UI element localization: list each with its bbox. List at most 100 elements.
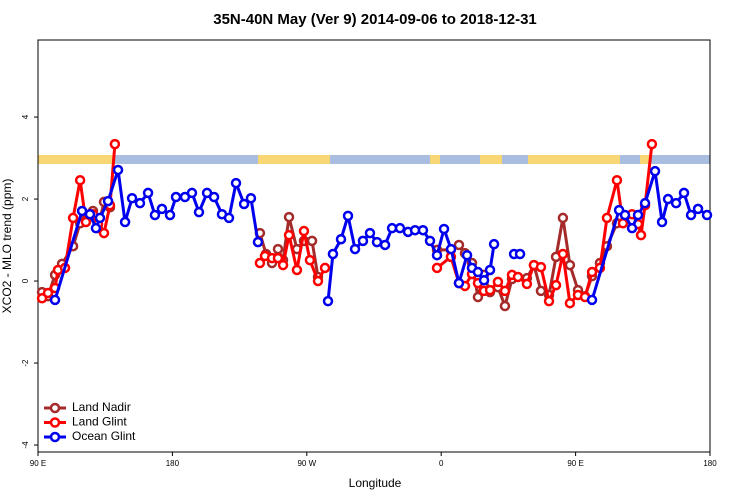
data-point — [134, 197, 146, 209]
data-point — [438, 223, 450, 235]
data-point — [424, 235, 436, 247]
data-point — [164, 209, 176, 221]
x-tick-label: 180 — [703, 459, 717, 468]
legend-marker — [49, 431, 61, 443]
data-point — [272, 252, 284, 264]
data-point — [245, 192, 257, 204]
legend-marker — [49, 417, 61, 428]
y-tick-label: 4 — [21, 114, 30, 119]
data-point — [149, 209, 161, 221]
data-point — [461, 249, 473, 261]
data-point — [564, 259, 576, 271]
land-band — [430, 155, 440, 164]
data-point — [49, 294, 61, 306]
legend-marker — [49, 402, 61, 414]
data-point — [90, 222, 102, 234]
data-point — [42, 287, 54, 299]
data-point — [619, 209, 631, 221]
data-point — [291, 264, 303, 276]
data-point — [492, 276, 504, 288]
series-line — [53, 168, 708, 302]
data-point — [319, 262, 331, 274]
data-point — [453, 277, 465, 289]
data-point — [512, 271, 524, 283]
y-tick-label: 2 — [21, 196, 30, 201]
data-point — [254, 257, 266, 269]
data-point — [156, 203, 168, 215]
data-point — [649, 165, 661, 177]
data-point — [521, 278, 533, 290]
data-point — [109, 138, 121, 150]
data-point — [611, 174, 623, 186]
data-point — [639, 197, 651, 209]
ocean-band — [38, 155, 710, 164]
data-point — [685, 209, 697, 221]
land-band — [528, 155, 620, 164]
data-point — [601, 212, 613, 224]
data-point — [312, 275, 324, 287]
data-point — [499, 285, 511, 297]
data-point — [349, 243, 361, 255]
data-point — [472, 291, 484, 303]
data-point — [335, 233, 347, 245]
data-point — [564, 297, 576, 309]
x-axis-label: Longitude — [349, 476, 402, 490]
data-point — [586, 294, 598, 306]
legend-label: Ocean Glint — [72, 429, 136, 443]
data-point — [678, 187, 690, 199]
data-point — [499, 300, 511, 312]
land-band — [480, 155, 502, 164]
data-point — [170, 191, 182, 203]
x-tick-label: 90 E — [30, 459, 46, 468]
x-tick-label: 90 W — [297, 459, 316, 468]
data-point — [98, 227, 110, 239]
data-point — [535, 285, 547, 297]
data-point — [74, 174, 86, 186]
data-point — [304, 254, 316, 266]
land-ocean-strip — [38, 155, 710, 164]
data-point — [112, 164, 124, 176]
data-point — [535, 261, 547, 273]
data-point — [394, 222, 406, 234]
data-point — [453, 239, 465, 251]
data-point — [371, 236, 383, 248]
data-point — [626, 222, 638, 234]
data-point — [327, 248, 339, 260]
data-point — [298, 225, 310, 237]
data-point — [342, 210, 354, 222]
data-point — [543, 295, 555, 307]
data-point — [119, 216, 131, 228]
data-point — [364, 227, 376, 239]
data-point — [80, 216, 92, 228]
data-point — [431, 262, 443, 274]
data-point — [277, 259, 289, 271]
data-point — [283, 211, 295, 223]
data-point — [488, 238, 500, 250]
data-point — [238, 198, 250, 210]
y-tick-label: 0 — [21, 278, 30, 283]
data-point — [478, 274, 490, 286]
data-point — [550, 279, 562, 291]
data-point — [252, 236, 264, 248]
data-point — [701, 209, 713, 221]
data-point — [322, 295, 334, 307]
data-point — [646, 138, 658, 150]
data-point — [472, 266, 484, 278]
y-tick-label: -2 — [21, 359, 30, 367]
legend-label: Land Nadir — [72, 400, 131, 414]
data-point — [142, 187, 154, 199]
data-point — [417, 224, 429, 236]
x-tick-label: 180 — [166, 459, 180, 468]
x-tick-label: 90 E — [567, 459, 583, 468]
data-point — [692, 203, 704, 215]
data-point — [662, 193, 674, 205]
data-point — [193, 206, 205, 218]
data-point — [632, 209, 644, 221]
data-point — [656, 216, 668, 228]
data-point — [230, 177, 242, 189]
data-point — [635, 229, 647, 241]
data-point — [445, 243, 457, 255]
data-point — [306, 235, 318, 247]
